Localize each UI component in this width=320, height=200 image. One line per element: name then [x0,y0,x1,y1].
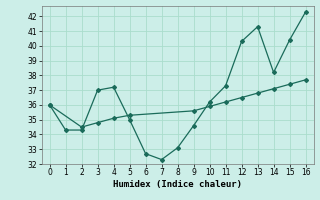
X-axis label: Humidex (Indice chaleur): Humidex (Indice chaleur) [113,180,242,189]
